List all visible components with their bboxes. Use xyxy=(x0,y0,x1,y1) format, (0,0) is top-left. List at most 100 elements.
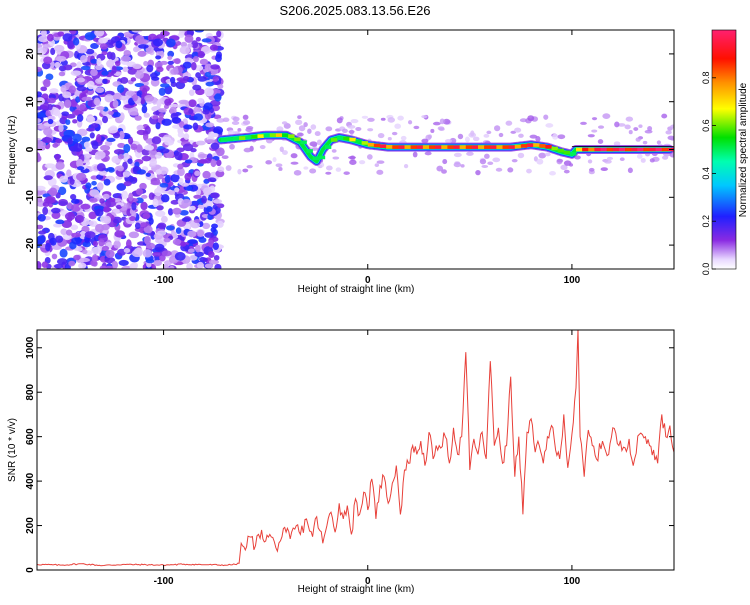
noise-speckle xyxy=(591,117,598,121)
noise-speckle xyxy=(205,81,215,87)
noise-speckle xyxy=(99,198,105,204)
noise-speckle xyxy=(213,114,222,120)
noise-speckle xyxy=(153,259,162,266)
noise-speckle xyxy=(76,158,84,167)
noise-speckle xyxy=(600,167,608,172)
noise-speckle xyxy=(336,117,343,124)
noise-speckle xyxy=(484,153,490,159)
noise-speckle xyxy=(151,136,162,145)
noise-speckle xyxy=(177,167,185,177)
noise-speckle xyxy=(106,51,113,60)
noise-speckle xyxy=(134,222,141,230)
noise-speckle xyxy=(545,123,554,128)
noise-speckle xyxy=(151,76,160,81)
noise-speckle xyxy=(204,232,215,238)
noise-speckle xyxy=(82,241,91,248)
noise-speckle xyxy=(101,70,109,76)
noise-speckle xyxy=(43,56,53,64)
noise-speckle xyxy=(361,115,369,119)
noise-speckle xyxy=(597,139,604,145)
noise-speckle xyxy=(316,139,322,146)
noise-speckle xyxy=(216,118,225,123)
track-segment xyxy=(508,145,516,149)
noise-speckle xyxy=(217,166,225,173)
spectrogram-y-tick-label: 0 xyxy=(25,146,36,152)
noise-speckle xyxy=(61,111,69,117)
noise-speckle xyxy=(149,158,158,166)
track-segment xyxy=(435,145,442,149)
noise-speckle xyxy=(638,124,643,129)
noise-speckle xyxy=(58,71,66,77)
track-segment xyxy=(527,143,534,147)
noise-speckle xyxy=(350,119,359,124)
noise-speckle xyxy=(282,150,288,155)
noise-speckle xyxy=(136,144,143,153)
track-segment xyxy=(478,145,485,149)
noise-speckle xyxy=(205,122,215,128)
spectrogram-x-label: Height of straight line (km) xyxy=(298,284,415,295)
track-segment xyxy=(465,145,473,149)
noise-speckle xyxy=(464,136,470,143)
noise-speckle xyxy=(123,247,131,253)
noise-speckle xyxy=(348,156,356,160)
snr-series-line xyxy=(37,330,674,567)
noise-speckle xyxy=(628,130,633,135)
noise-speckle xyxy=(137,50,147,57)
noise-speckle xyxy=(145,172,151,177)
noise-speckle xyxy=(168,190,176,195)
noise-speckle xyxy=(155,169,162,175)
noise-speckle xyxy=(133,165,139,172)
track-segment xyxy=(343,136,350,141)
track-segment xyxy=(551,146,558,151)
noise-speckle xyxy=(90,43,99,50)
noise-speckle xyxy=(644,129,653,134)
track-segment xyxy=(594,147,601,152)
track-segment xyxy=(471,145,479,149)
noise-speckle xyxy=(505,120,513,126)
noise-speckle xyxy=(135,188,144,196)
noise-speckle xyxy=(113,148,125,155)
noise-speckle xyxy=(76,246,83,252)
track-segment xyxy=(288,134,295,138)
noise-speckle xyxy=(190,61,197,71)
noise-speckle xyxy=(55,161,65,170)
noise-speckle xyxy=(160,83,170,88)
noise-speckle xyxy=(49,237,57,246)
noise-speckle xyxy=(204,71,211,78)
noise-speckle xyxy=(67,40,75,49)
snr-frame xyxy=(36,329,675,571)
colorbar-tick-label: 0.6 xyxy=(701,119,711,132)
noise-speckle xyxy=(189,254,198,261)
snr-y-tick-label: 400 xyxy=(25,472,36,489)
noise-speckle xyxy=(115,60,121,67)
noise-speckle xyxy=(199,58,209,65)
noise-speckle xyxy=(112,99,119,108)
noise-speckle xyxy=(201,195,207,204)
noise-speckle xyxy=(164,175,171,184)
noise-region xyxy=(37,30,674,269)
noise-speckle xyxy=(123,143,131,153)
snr-y-tick-label: 600 xyxy=(25,428,36,445)
noise-speckle xyxy=(198,153,209,158)
noise-speckle xyxy=(143,225,153,234)
noise-speckle xyxy=(144,94,155,102)
noise-speckle xyxy=(62,33,73,42)
noise-speckle xyxy=(202,170,211,179)
noise-speckle xyxy=(84,32,96,41)
noise-speckle xyxy=(157,222,167,230)
noise-speckle xyxy=(75,96,81,103)
track-segment xyxy=(416,145,424,149)
noise-speckle xyxy=(154,210,166,217)
track-segment xyxy=(618,147,626,152)
noise-speckle xyxy=(145,258,155,264)
noise-speckle xyxy=(164,139,175,146)
noise-speckle xyxy=(37,118,42,124)
noise-speckle xyxy=(179,46,191,55)
noise-speckle xyxy=(242,120,251,125)
noise-speckle xyxy=(47,103,53,111)
noise-speckle xyxy=(210,159,217,168)
noise-speckle xyxy=(181,217,191,222)
track-segment xyxy=(367,142,375,147)
noise-speckle xyxy=(58,124,64,133)
noise-speckle xyxy=(355,126,362,131)
